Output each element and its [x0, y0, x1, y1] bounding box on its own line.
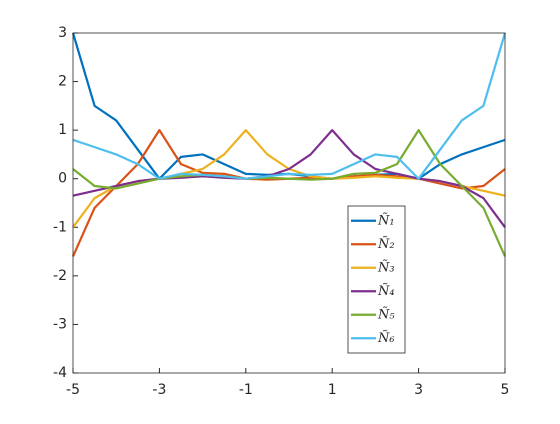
legend-label: Ñ₄ — [377, 283, 395, 299]
y-tick-label: 3 — [58, 25, 67, 41]
y-tick-label: -4 — [53, 365, 67, 381]
y-tick-label: -3 — [53, 316, 67, 332]
y-tick-label: 1 — [58, 122, 67, 138]
y-tick-label: 2 — [58, 74, 67, 90]
x-tick-label: 3 — [414, 382, 423, 398]
legend-label: Ñ₆ — [377, 330, 395, 346]
x-tick-label: -3 — [152, 382, 166, 398]
x-tick-label: -1 — [239, 382, 253, 398]
y-tick-label: -2 — [53, 268, 67, 284]
y-tick-label: 0 — [58, 171, 67, 187]
legend-label: Ñ₂ — [377, 236, 395, 252]
legend-label: Ñ₃ — [377, 259, 395, 275]
legend-box — [347, 205, 406, 354]
x-tick-label: -5 — [66, 382, 80, 398]
legend-label: Ñ₁ — [377, 212, 395, 228]
series-line — [72, 129, 506, 228]
plot-area — [73, 33, 505, 373]
series-line — [72, 129, 507, 257]
x-tick-label: 5 — [501, 382, 510, 398]
x-tick-label: 1 — [328, 382, 337, 398]
legend: Ñ₁ Ñ₂ Ñ₃ Ñ₄ Ñ₅ Ñ₆ — [347, 205, 406, 354]
axes-box — [72, 32, 506, 374]
y-tick-label: -1 — [53, 219, 67, 235]
series-line — [72, 32, 507, 180]
legend-label: Ñ₅ — [377, 306, 395, 322]
